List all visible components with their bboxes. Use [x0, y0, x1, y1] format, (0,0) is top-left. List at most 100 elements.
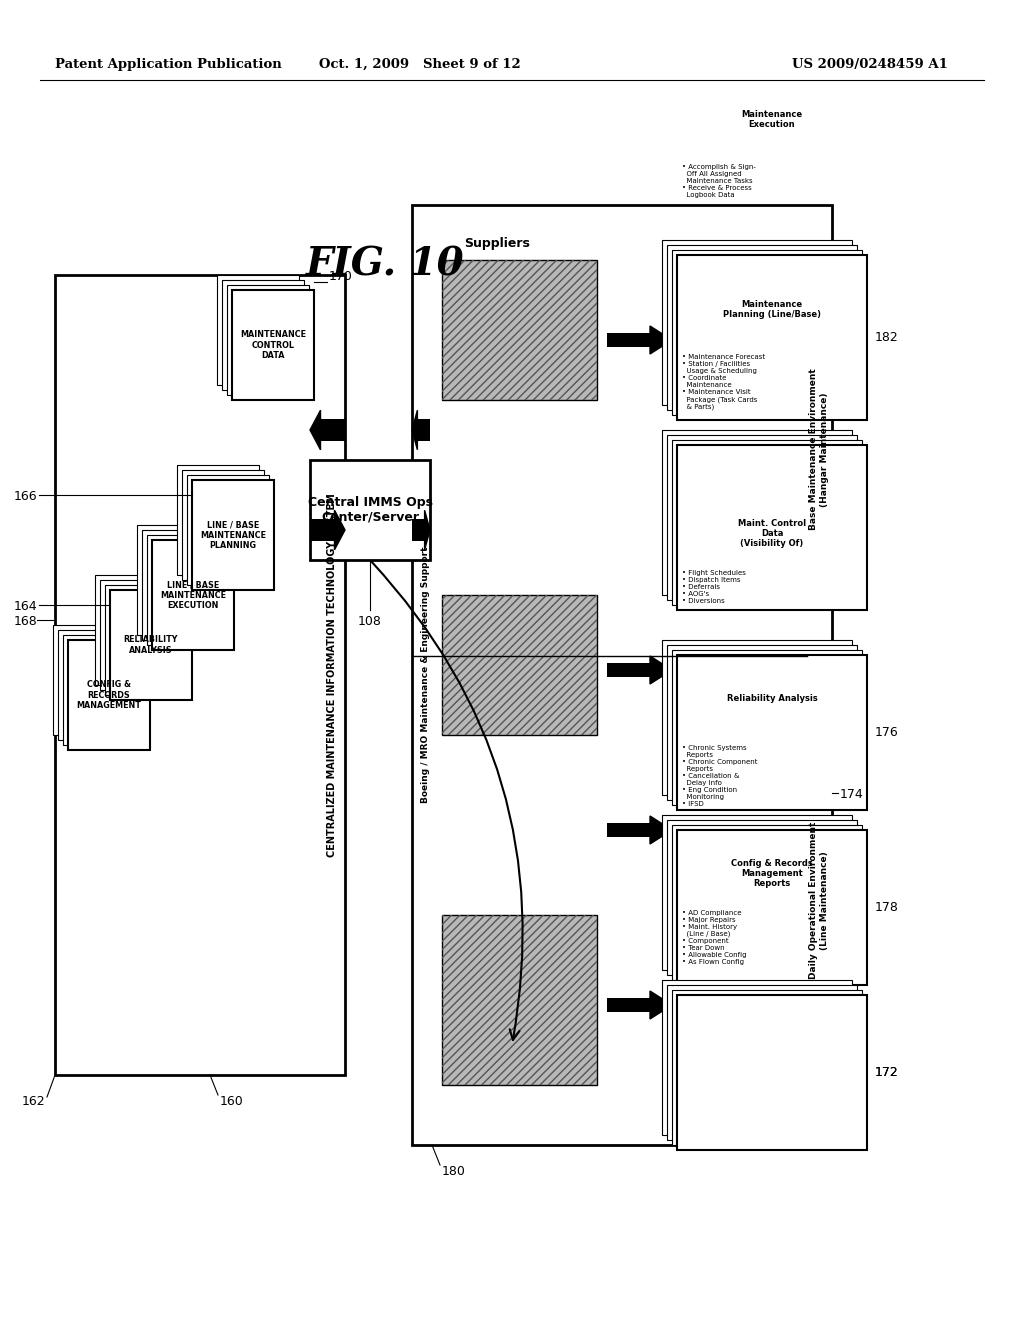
- Text: Base Maintenance Environment
(Hangar Maintenance): Base Maintenance Environment (Hangar Mai…: [809, 368, 828, 531]
- Text: 160: 160: [220, 1096, 244, 1107]
- Bar: [310, 459, 430, 560]
- Bar: [442, 260, 597, 400]
- Bar: [95, 576, 177, 685]
- Bar: [412, 205, 831, 1144]
- Polygon shape: [310, 411, 321, 450]
- Bar: [667, 645, 857, 800]
- Bar: [147, 535, 229, 645]
- Bar: [442, 260, 597, 400]
- Bar: [672, 649, 862, 805]
- Text: Daily Operational Environment
(Line Maintenance): Daily Operational Environment (Line Main…: [809, 822, 828, 979]
- Bar: [607, 998, 650, 1012]
- Polygon shape: [335, 511, 345, 550]
- Bar: [418, 418, 430, 441]
- Bar: [137, 525, 219, 635]
- Bar: [105, 585, 187, 696]
- Text: • Chronic Systems
  Reports
• Chronic Component
  Reports
• Cancellation &
  Del: • Chronic Systems Reports • Chronic Comp…: [682, 744, 758, 807]
- Text: Patent Application Publication: Patent Application Publication: [55, 58, 282, 71]
- Bar: [68, 640, 150, 750]
- Bar: [442, 915, 597, 1085]
- Text: • Maintenance Forecast
• Station / Facilities
  Usage & Scheduling
• Coordinate
: • Maintenance Forecast • Station / Facil…: [682, 354, 765, 411]
- Bar: [662, 430, 852, 595]
- Bar: [667, 985, 857, 1140]
- Bar: [100, 579, 182, 690]
- Bar: [677, 995, 867, 1150]
- Text: 108: 108: [358, 615, 382, 628]
- Bar: [667, 246, 857, 411]
- Bar: [442, 595, 597, 735]
- Text: Central IMMS Ops
Center/Server: Central IMMS Ops Center/Server: [307, 496, 432, 524]
- Bar: [672, 440, 862, 605]
- Text: 180: 180: [442, 1166, 466, 1177]
- Bar: [310, 519, 335, 541]
- Bar: [677, 830, 867, 985]
- Text: • Flight Schedules
• Dispatch Items
• Deferrals
• AOG's
• Diversions: • Flight Schedules • Dispatch Items • De…: [682, 570, 745, 603]
- Text: Reliability Analysis: Reliability Analysis: [727, 693, 817, 702]
- Bar: [217, 275, 299, 385]
- Text: FIG. 10: FIG. 10: [306, 246, 464, 282]
- Text: CONFIG &
RECORDS
MANAGEMENT: CONFIG & RECORDS MANAGEMENT: [77, 680, 141, 710]
- Bar: [662, 640, 852, 795]
- Bar: [142, 531, 224, 640]
- Bar: [177, 465, 259, 576]
- Bar: [662, 240, 852, 405]
- Bar: [63, 635, 145, 744]
- Bar: [677, 445, 867, 610]
- Text: US 2009/0248459 A1: US 2009/0248459 A1: [792, 58, 948, 71]
- Bar: [662, 814, 852, 970]
- Text: Boeing / MRO Maintenance & Engineering Support: Boeing / MRO Maintenance & Engineering S…: [422, 546, 430, 804]
- Text: MAINTENANCE
CONTROL
DATA: MAINTENANCE CONTROL DATA: [240, 330, 306, 360]
- Text: Maint. Control
Data
(Visibility Of): Maint. Control Data (Visibility Of): [738, 519, 806, 548]
- Bar: [672, 825, 862, 979]
- Bar: [227, 285, 309, 395]
- Text: 174: 174: [840, 788, 864, 801]
- Text: 166: 166: [13, 490, 37, 503]
- Bar: [182, 470, 264, 579]
- Text: 182: 182: [874, 331, 899, 345]
- Polygon shape: [412, 411, 418, 450]
- Bar: [222, 280, 304, 389]
- Bar: [672, 249, 862, 414]
- Bar: [412, 519, 425, 541]
- Polygon shape: [650, 816, 672, 843]
- Polygon shape: [650, 656, 672, 684]
- Bar: [672, 990, 862, 1144]
- Bar: [442, 595, 597, 735]
- Bar: [187, 475, 269, 585]
- Bar: [667, 436, 857, 601]
- Polygon shape: [425, 511, 430, 550]
- Text: LINE / BASE
MAINTENANCE
EXECUTION: LINE / BASE MAINTENANCE EXECUTION: [160, 579, 226, 610]
- Bar: [232, 290, 314, 400]
- Bar: [55, 275, 345, 1074]
- Polygon shape: [650, 991, 672, 1019]
- Text: 164: 164: [13, 601, 37, 612]
- Polygon shape: [650, 326, 672, 354]
- Bar: [110, 590, 193, 700]
- Text: 168: 168: [13, 615, 37, 628]
- Text: Config & Records
Management
Reports: Config & Records Management Reports: [731, 858, 813, 888]
- Bar: [667, 820, 857, 975]
- Bar: [607, 663, 650, 677]
- Bar: [607, 333, 650, 347]
- Text: 162: 162: [22, 1096, 45, 1107]
- Text: CENTRALIZED MAINTENANCE INFORMATION TECHNOLOGY SYSTEM: CENTRALIZED MAINTENANCE INFORMATION TECH…: [327, 494, 337, 857]
- Text: 172: 172: [874, 1067, 899, 1078]
- Bar: [677, 255, 867, 420]
- Text: RELIABILITY
ANALYSIS: RELIABILITY ANALYSIS: [124, 635, 178, 655]
- Bar: [677, 655, 867, 810]
- Bar: [607, 822, 650, 837]
- Text: Maintenance
Execution: Maintenance Execution: [741, 110, 803, 129]
- Text: Maintenance
Planning (Line/Base): Maintenance Planning (Line/Base): [723, 300, 821, 319]
- Bar: [53, 624, 135, 735]
- Bar: [321, 418, 345, 441]
- Text: 176: 176: [874, 726, 899, 739]
- Bar: [193, 480, 274, 590]
- Text: 172: 172: [874, 1065, 899, 1078]
- Text: • AD Compliance
• Major Repairs
• Maint. History
  (Line / Base)
• Component
• T: • AD Compliance • Major Repairs • Maint.…: [682, 909, 746, 965]
- Text: • Accomplish & Sign-
  Off All Assigned
  Maintenance Tasks
• Receive & Process
: • Accomplish & Sign- Off All Assigned Ma…: [682, 164, 756, 198]
- Bar: [662, 979, 852, 1135]
- Bar: [442, 915, 597, 1085]
- Text: LINE / BASE
MAINTENANCE
PLANNING: LINE / BASE MAINTENANCE PLANNING: [200, 520, 266, 550]
- Bar: [152, 540, 234, 649]
- Text: Suppliers: Suppliers: [464, 238, 530, 249]
